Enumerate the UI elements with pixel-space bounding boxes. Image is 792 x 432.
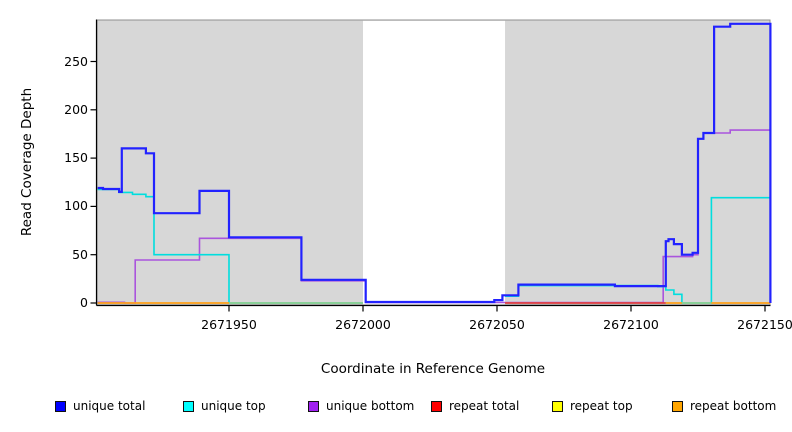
legend-label: unique bottom xyxy=(326,399,415,413)
legend-label: repeat top xyxy=(570,399,633,413)
series-unique-total xyxy=(97,22,772,304)
legend-swatch-icon xyxy=(55,400,66,412)
y-axis-title: Read Coverage Depth xyxy=(19,87,35,237)
legend-label: unique top xyxy=(201,399,266,413)
legend-item-unique-top: unique top xyxy=(183,399,266,413)
legend-swatch-icon xyxy=(672,400,683,412)
legend-swatch-icon xyxy=(308,400,319,412)
x-tick-label: 2672000 xyxy=(335,317,391,332)
y-tick-label: 250 xyxy=(64,53,88,69)
y-tick-label: 50 xyxy=(72,246,88,262)
y-tick-label: 0 xyxy=(80,295,88,310)
legend-swatch-icon xyxy=(552,400,563,412)
y-tick-label: 150 xyxy=(64,150,88,166)
x-tick-label: 2672050 xyxy=(469,317,525,332)
legend-swatch-icon xyxy=(431,400,442,412)
y-tick-label: 100 xyxy=(64,198,88,214)
legend-item-repeat-bottom: repeat bottom xyxy=(672,399,776,413)
y-tick-label: 200 xyxy=(64,101,88,117)
legend-label: repeat bottom xyxy=(690,399,777,413)
x-tick-label: 2672150 xyxy=(737,317,792,332)
legend-item-unique-total: unique total xyxy=(55,399,145,413)
x-tick-label: 2672100 xyxy=(603,317,659,332)
uncovered-region xyxy=(363,20,506,305)
legend-swatch-icon xyxy=(183,400,194,412)
legend-label: repeat total xyxy=(449,399,520,413)
x-axis-title: Coordinate in Reference Genome xyxy=(320,361,546,377)
legend-label: unique total xyxy=(73,399,146,413)
legend-item-repeat-total: repeat total xyxy=(431,399,519,413)
legend-item-unique-bottom: unique bottom xyxy=(308,399,414,413)
legend-item-repeat-top: repeat top xyxy=(552,399,633,413)
x-tick-label: 2671950 xyxy=(201,317,257,332)
